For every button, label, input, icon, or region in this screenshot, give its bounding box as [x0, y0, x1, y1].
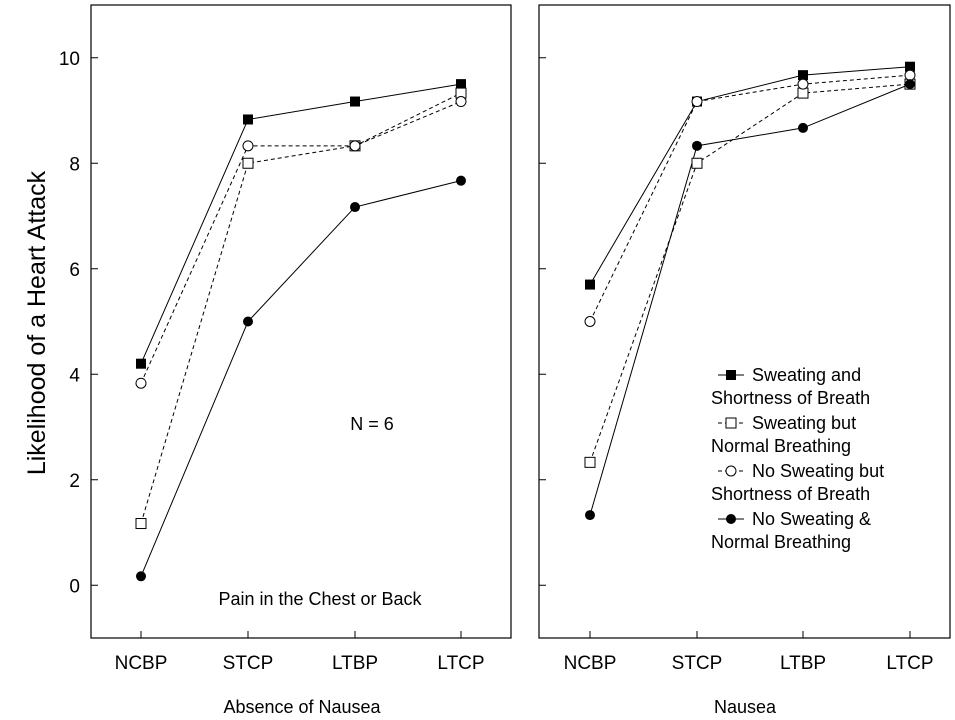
y-tick-label: 0: [69, 576, 80, 597]
x-tick-label: LTCP: [437, 653, 484, 674]
legend-entry-nosweating-shortness: No Sweating but Shortness of Breath: [711, 461, 884, 504]
legend-label-2a: Sweating but: [752, 413, 856, 433]
data-point-nosweating-normal: [456, 175, 466, 186]
data-point-sweating-shortness: [798, 70, 808, 81]
series-line-sweating-shortness-panel-1: [140, 83, 462, 364]
legend-label-2b: Normal Breathing: [711, 436, 851, 456]
series-line-nosweating-normal-panel-1: [140, 180, 462, 577]
data-point-sweating-shortness: [585, 279, 595, 290]
data-point-nosweating-shortness: [904, 69, 916, 81]
data-point-sweating-shortness: [136, 358, 146, 369]
y-tick-label: 10: [59, 49, 80, 70]
data-point-nosweating-normal: [243, 316, 253, 327]
legend-marker-filled-square: [726, 370, 736, 380]
legend-label-1a: Sweating and: [752, 365, 861, 385]
y-tick-label: 2: [69, 471, 80, 492]
series-line-nosweating-shortness-panel-1: [140, 101, 462, 384]
series-line-nosweating-normal-panel-2: [589, 83, 911, 516]
data-point-nosweating-normal: [905, 79, 915, 90]
series-line-sweating-shortness-panel-2: [589, 66, 911, 285]
legend-marker-open-circle: [725, 465, 737, 477]
data-point-nosweating-shortness: [349, 140, 361, 152]
data-point-nosweating-normal: [136, 571, 146, 582]
data-point-sweating-shortness: [350, 96, 360, 107]
legend-label-3b: Shortness of Breath: [711, 484, 870, 504]
x-tick-label: NCBP: [564, 653, 617, 674]
data-point-nosweating-normal: [692, 140, 702, 151]
legend-entry-nosweating-normal: No Sweating & Normal Breathing: [711, 509, 871, 552]
legend-marker-open-square: [725, 417, 737, 429]
legend-marker-filled-circle: [726, 514, 736, 524]
x-tick-label: STCP: [223, 653, 274, 674]
data-point-nosweating-shortness: [455, 96, 467, 108]
x-tick-label: STCP: [672, 653, 723, 674]
legend-label-1b: Shortness of Breath: [711, 388, 870, 408]
data-point-sweating-normal: [135, 518, 147, 530]
x-tick-label: LTCP: [886, 653, 933, 674]
series-line-sweating-normal-panel-2: [589, 83, 911, 463]
left-x-axis-title: Absence of Nausea: [223, 697, 381, 717]
data-point-nosweating-normal: [798, 122, 808, 133]
legend-label-4a: No Sweating &: [752, 509, 871, 529]
left-panel-frame: [90, 4, 512, 639]
data-point-sweating-shortness: [905, 61, 915, 72]
legend: Sweating and Shortness of Breath Sweatin…: [711, 365, 884, 552]
right-panel-frame: [538, 4, 951, 639]
series-line-sweating-normal-panel-1: [140, 92, 462, 524]
data-point-nosweating-shortness: [242, 140, 254, 152]
axes-layer: 0 2 4 6 8 10 NCBP STCP LTBP LTCP NCBP STCP LTBP LTCP: [59, 49, 934, 674]
y-tick-label: 6: [69, 260, 80, 281]
x-tick-label: LTBP: [780, 653, 826, 674]
data-point-nosweating-shortness: [584, 316, 596, 327]
y-tick-label: 4: [69, 365, 80, 386]
data-point-sweating-normal: [584, 456, 596, 468]
legend-entry-sweating-shortness: Sweating and Shortness of Breath: [711, 365, 870, 408]
series-layer: [135, 61, 916, 582]
data-point-sweating-normal: [691, 157, 703, 169]
y-tick-label: 8: [69, 154, 80, 175]
data-point-nosweating-normal: [585, 510, 595, 521]
data-point-nosweating-normal: [350, 202, 360, 213]
legend-label-3a: No Sweating but: [752, 461, 884, 481]
data-point-sweating-shortness: [456, 79, 466, 90]
sample-size-annotation: N = 6: [350, 414, 394, 434]
y-axis-title: Likelihood of a Heart Attack: [23, 170, 51, 475]
data-point-sweating-shortness: [243, 114, 253, 125]
data-point-nosweating-shortness: [797, 78, 809, 90]
x-tick-label: NCBP: [115, 653, 168, 674]
data-point-nosweating-shortness: [691, 96, 703, 108]
legend-entry-sweating-normal: Sweating but Normal Breathing: [711, 413, 856, 456]
legend-label-4b: Normal Breathing: [711, 532, 851, 552]
series-line-nosweating-shortness-panel-2: [589, 74, 911, 322]
data-point-sweating-normal: [242, 157, 254, 169]
pain-location-annotation: Pain in the Chest or Back: [218, 589, 422, 609]
data-point-nosweating-shortness: [135, 377, 147, 389]
x-tick-label: LTBP: [332, 653, 378, 674]
right-x-axis-title: Nausea: [714, 697, 777, 717]
